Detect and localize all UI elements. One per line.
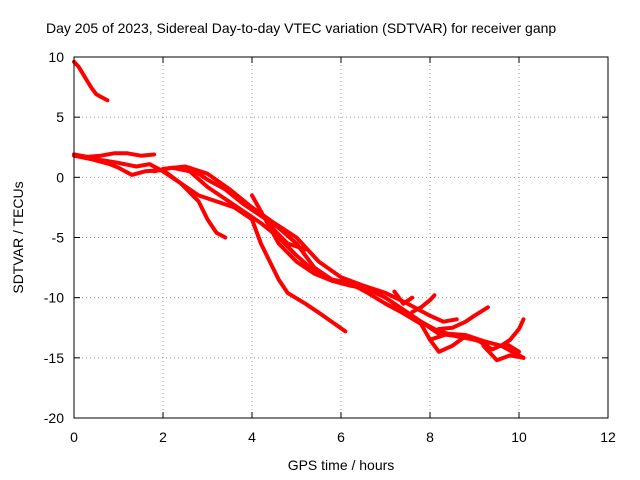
axis-ticks: 0 2 4 6 8 10 12 10 5 0 -5 -10 -15 -20 (44, 49, 616, 445)
x-tick-label: 4 (248, 429, 256, 445)
grid (74, 57, 608, 418)
x-tick-label: 10 (511, 429, 527, 445)
x-tick-label: 2 (159, 429, 167, 445)
y-tick-label: -10 (44, 290, 64, 306)
y-tick-label: -15 (44, 350, 64, 366)
x-tick-label: 8 (426, 429, 434, 445)
series-line-arc-9 (267, 223, 308, 252)
series-line-arc-11 (392, 289, 415, 306)
y-axis-title: SDTVAR / TECUs (10, 181, 26, 293)
series-line-arc-16 (499, 317, 526, 348)
series-group (72, 59, 526, 363)
y-tick-label: -5 (52, 230, 65, 246)
y-tick-label: 0 (56, 169, 64, 185)
x-axis-title: GPS time / hours (288, 457, 395, 473)
y-tick-label: -20 (44, 410, 64, 426)
series-line-arc-4 (72, 152, 348, 334)
y-tick-label: 5 (56, 109, 64, 125)
series-line-arc-1 (72, 59, 110, 103)
series-line-arc-14 (410, 293, 437, 315)
series-line-arc-13 (436, 305, 490, 331)
x-tick-label: 12 (600, 429, 616, 445)
series-line-arc-6 (161, 164, 459, 324)
x-tick-label: 0 (70, 429, 78, 445)
series-line-arc-10 (383, 301, 521, 354)
x-tick-label: 6 (337, 429, 345, 445)
chart-title: Day 205 of 2023, Sidereal Day-to-day VTE… (46, 20, 556, 36)
series-line-arc-15 (481, 343, 526, 363)
series-line-arc-8 (250, 193, 388, 300)
y-tick-label: 10 (48, 49, 64, 65)
